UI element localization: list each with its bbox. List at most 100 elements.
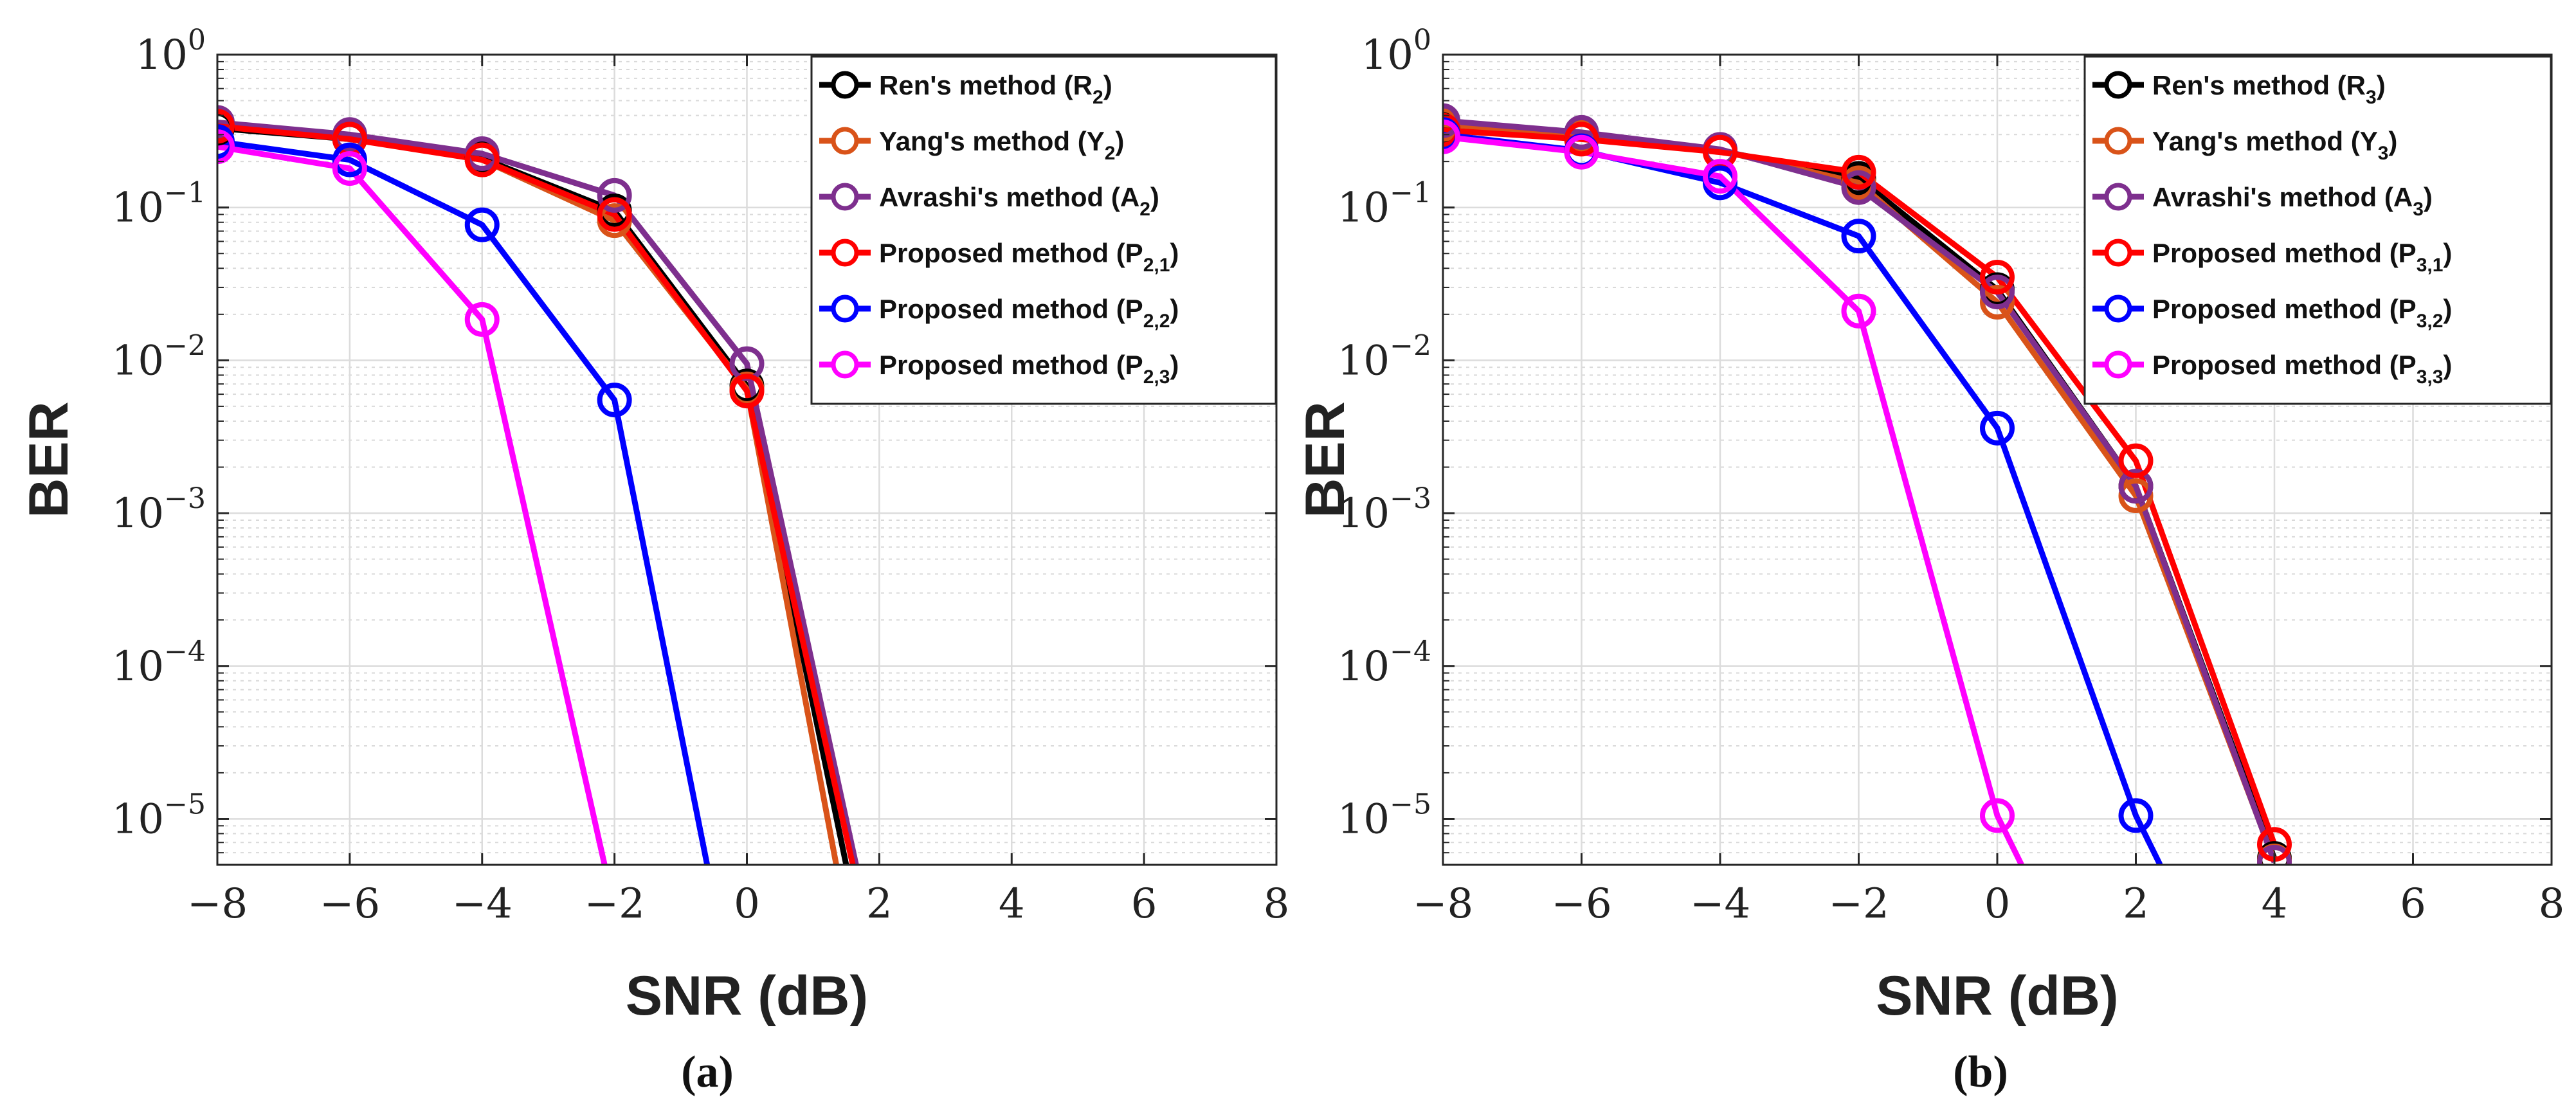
legend-marker-swatch — [831, 71, 859, 99]
legend-marker-swatch — [2104, 71, 2132, 99]
legend-close: ) — [1170, 238, 1179, 268]
data-point-P33 — [1980, 798, 2015, 833]
legend-marker-swatch — [2104, 294, 2132, 323]
y-tick-label: 10−1 — [112, 177, 206, 232]
legend-label: Avrashi's method (A3) — [2152, 182, 2433, 220]
legend-name: Ren's method (R — [2152, 70, 2366, 100]
x-tick-label: 0 — [734, 880, 760, 928]
y-tick-exponent: −1 — [1390, 177, 1431, 210]
legend-item[interactable]: Avrashi's method (A2) — [819, 182, 1159, 220]
legend-item[interactable]: Proposed method (P3,3) — [2092, 350, 2452, 388]
data-point-P22 — [464, 207, 500, 242]
legend-name: Proposed method (P — [2152, 238, 2417, 268]
legend-close: ) — [1150, 182, 1159, 212]
x-tick-label: −2 — [584, 880, 644, 928]
data-point-P31 — [1564, 122, 1599, 157]
legend-label: Yang's method (Y3) — [2152, 126, 2397, 164]
legend-name: Ren's method (R — [879, 70, 1093, 100]
legend-close: ) — [2377, 70, 2386, 100]
legend-item[interactable]: Ren's method (R2) — [819, 70, 1112, 108]
data-point-P33 — [1564, 134, 1599, 170]
legend-item[interactable]: Ren's method (R3) — [2092, 70, 2386, 108]
data-point-P23 — [464, 302, 500, 337]
series-line-P33 — [1443, 134, 2024, 865]
legend-subscript: 2 — [1105, 143, 1116, 164]
x-axis-title: SNR (dB) — [626, 965, 868, 1027]
legend-item[interactable]: Proposed method (P3,1) — [2092, 238, 2452, 276]
data-point-A3 — [1841, 170, 1876, 205]
legend-name: Proposed method (P — [2152, 350, 2417, 380]
data-point-P33 — [1443, 119, 1460, 154]
legend-close: ) — [2443, 238, 2452, 268]
y-tick-base: 10 — [1338, 185, 1390, 232]
legend-label: Ren's method (R2) — [879, 70, 1112, 108]
legend-item[interactable]: Proposed method (P2,3) — [819, 350, 1179, 388]
legend-item[interactable]: Proposed method (P2,1) — [819, 238, 1179, 276]
y-tick-label: 10−2 — [112, 329, 206, 385]
y-axis-title: BER — [1294, 401, 1356, 518]
legend-name: Proposed method (P — [879, 294, 1143, 324]
data-point-A3 — [1443, 103, 1460, 138]
legend-label: Proposed method (P3,1) — [2152, 238, 2452, 276]
legend-subscript: 3 — [2378, 143, 2389, 164]
series-group — [217, 105, 859, 865]
x-tick-label: −6 — [1551, 880, 1611, 928]
x-tick-label: 6 — [2400, 880, 2426, 928]
legend-marker-swatch — [831, 294, 859, 323]
x-tick-label: 8 — [2539, 880, 2565, 928]
y-tick-base: 10 — [112, 490, 164, 538]
data-point-Y3 — [2118, 478, 2154, 513]
data-point-P21 — [729, 374, 765, 409]
y-tick-exponent: −3 — [164, 482, 206, 515]
legend-subscript: 2,1 — [1143, 255, 1170, 276]
series-line-P22 — [217, 138, 711, 865]
legend-marker-swatch — [2104, 239, 2132, 267]
legend-label: Proposed method (P2,1) — [879, 238, 1179, 276]
legend-name: Avrashi's method (A — [879, 182, 1139, 212]
legend-subscript: 3 — [2366, 87, 2377, 108]
legend-close: ) — [2388, 126, 2397, 156]
data-point-P32 — [2118, 798, 2154, 833]
y-tick-label: 100 — [136, 24, 206, 79]
legend-close: ) — [2443, 350, 2452, 380]
y-tick-label: 10−2 — [1338, 329, 1431, 385]
series-line-A2 — [217, 120, 859, 865]
y-tick-exponent: −4 — [164, 635, 206, 668]
data-point-P31 — [1980, 260, 2015, 295]
legend-item[interactable]: Avrashi's method (A3) — [2092, 182, 2433, 220]
y-tick-base: 10 — [1361, 32, 1413, 79]
series-group — [1443, 103, 2292, 865]
data-point-P31 — [1841, 154, 1876, 190]
legend-name: Proposed method (P — [2152, 294, 2417, 324]
y-tick-exponent: −5 — [164, 788, 206, 820]
legend-name: Proposed method (P — [879, 238, 1143, 268]
panel-caption: (a) — [681, 1047, 734, 1097]
y-tick-exponent: −2 — [164, 329, 206, 362]
y-tick-base: 10 — [1338, 795, 1390, 843]
x-tick-label: 4 — [999, 880, 1025, 928]
legend: Ren's method (R2)Yang's method (Y2)Avras… — [810, 55, 1277, 405]
y-tick-exponent: −2 — [1390, 329, 1431, 362]
y-tick-base: 10 — [1338, 337, 1390, 385]
data-point-P33 — [1841, 293, 1876, 329]
legend-marker-swatch — [831, 127, 859, 155]
x-tick-label: −2 — [1828, 880, 1889, 928]
y-tick-label: 100 — [1361, 24, 1431, 79]
y-tick-exponent: 0 — [1413, 24, 1431, 57]
legend-name: Yang's method (Y — [879, 126, 1105, 156]
data-point-P22 — [597, 383, 632, 418]
legend-subscript: 3,3 — [2417, 366, 2444, 388]
x-tick-label: 0 — [1984, 880, 2011, 928]
legend-marker-swatch — [2104, 350, 2132, 379]
legend-label: Proposed method (P2,2) — [879, 294, 1179, 332]
legend-close: ) — [1170, 294, 1179, 324]
x-tick-label: −8 — [187, 880, 248, 928]
legend-label: Yang's method (Y2) — [879, 126, 1124, 164]
legend-item[interactable]: Proposed method (P2,2) — [819, 294, 1179, 332]
legend-item[interactable]: Yang's method (Y2) — [819, 126, 1124, 164]
legend-item[interactable]: Yang's method (Y3) — [2092, 126, 2397, 164]
legend-item[interactable]: Proposed method (P3,2) — [2092, 294, 2452, 332]
legend-label: Avrashi's method (A2) — [879, 182, 1159, 220]
chart-panel-a: −8 −6 −4 −2 0 2 4 6 810010−110−210−310−410−5SNR … — [18, 24, 1289, 1097]
